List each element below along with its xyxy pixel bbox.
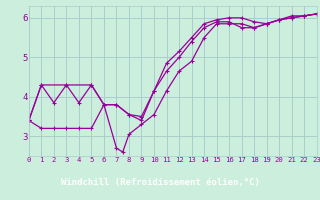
Text: Windchill (Refroidissement éolien,°C): Windchill (Refroidissement éolien,°C) <box>60 178 260 186</box>
